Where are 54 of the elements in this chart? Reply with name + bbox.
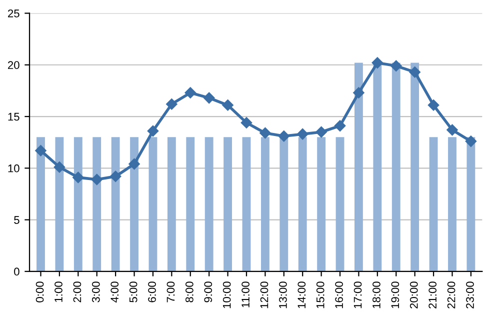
point bbox=[72, 172, 84, 184]
x-tick-label: 21:00 bbox=[428, 282, 437, 308]
x-tick-label: 10:00 bbox=[222, 282, 231, 308]
point bbox=[260, 127, 271, 139]
point bbox=[278, 130, 290, 142]
x-tick-label: 19:00 bbox=[391, 282, 400, 308]
point bbox=[91, 174, 102, 186]
x-tick-label: 8:00 bbox=[185, 282, 194, 302]
x-tick-label: 9:00 bbox=[204, 282, 212, 302]
point bbox=[147, 125, 159, 137]
point bbox=[296, 128, 308, 140]
point bbox=[353, 87, 364, 98]
x-tick-label: 13:00 bbox=[279, 282, 287, 308]
x-tick-label: 15:00 bbox=[316, 282, 324, 308]
y-tick-label: 0 bbox=[14, 268, 20, 276]
x-tick-label: 16:00 bbox=[335, 282, 343, 308]
point bbox=[334, 120, 346, 132]
point bbox=[390, 60, 402, 72]
x-tick-label: 6:00 bbox=[148, 282, 156, 302]
point bbox=[222, 100, 234, 111]
point bbox=[184, 87, 196, 98]
y-tick-label: 5 bbox=[14, 216, 20, 224]
x-tick-label: 20:00 bbox=[410, 282, 418, 308]
x-tick-label: 22:00 bbox=[447, 282, 456, 308]
x-tick-label: 17:00 bbox=[354, 282, 362, 308]
x-tick-label: 23:00 bbox=[466, 282, 474, 308]
x-tick-label: 18:00 bbox=[372, 282, 380, 308]
point bbox=[372, 57, 384, 68]
x-tick-label: 11:00 bbox=[242, 282, 250, 308]
point bbox=[128, 158, 140, 170]
x-tick-label: 3:00 bbox=[92, 282, 100, 302]
point bbox=[35, 144, 46, 156]
point bbox=[446, 124, 458, 136]
point bbox=[428, 100, 440, 111]
point bbox=[465, 136, 477, 147]
x-tick-label: 0:00 bbox=[36, 282, 44, 302]
x-tick-label: 12:00 bbox=[260, 282, 268, 308]
x-tick-label: 2:00 bbox=[73, 282, 82, 302]
point bbox=[409, 66, 420, 78]
x-tick-label: 14:00 bbox=[298, 282, 306, 308]
point bbox=[166, 98, 178, 110]
y-tick-label: 10 bbox=[8, 164, 20, 172]
x-tick-label: 1:00 bbox=[54, 282, 62, 302]
point bbox=[203, 92, 215, 104]
point bbox=[316, 126, 327, 138]
y-tick-label: 20 bbox=[8, 61, 20, 70]
x-tick-label: 7:00 bbox=[166, 282, 175, 302]
y-tick-label: 25 bbox=[8, 10, 20, 18]
point bbox=[110, 170, 122, 182]
point bbox=[240, 117, 252, 128]
x-tick-label: 5:00 bbox=[129, 282, 138, 302]
x-tick-label: 4:00 bbox=[110, 282, 119, 303]
y-tick-label: 15 bbox=[8, 112, 20, 121]
point bbox=[54, 162, 66, 173]
